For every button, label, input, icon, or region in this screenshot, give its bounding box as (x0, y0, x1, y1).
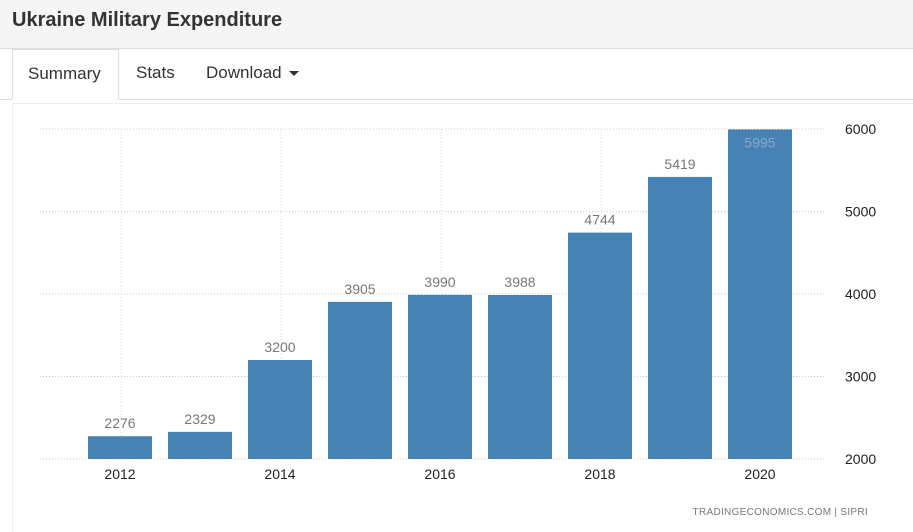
data-label: 3200 (264, 339, 295, 355)
data-label: 4744 (584, 212, 615, 228)
bar-2012 (88, 436, 152, 459)
download-label: Download (206, 63, 282, 82)
data-label: 3905 (344, 281, 375, 297)
y-tick-label: 4000 (845, 286, 876, 302)
y-tick-label: 3000 (845, 369, 876, 385)
bar-2013 (168, 431, 232, 459)
x-tick-label: 2016 (424, 466, 455, 482)
data-label: 5419 (664, 156, 695, 172)
data-label: 3990 (424, 274, 455, 290)
data-label: 2329 (184, 411, 215, 427)
bar-2019 (648, 176, 712, 459)
x-tick-label: 2014 (264, 466, 295, 482)
y-tick-label: 2000 (845, 451, 876, 467)
chart-panel (12, 103, 913, 532)
data-label: 3988 (504, 274, 535, 290)
bar-2018 (568, 232, 632, 459)
bar-2020 (728, 129, 792, 459)
y-tick-label: 5000 (845, 204, 876, 220)
y-tick-label: 6000 (845, 121, 876, 137)
caret-down-icon (288, 71, 299, 77)
tab-download[interactable]: Download (191, 49, 314, 99)
page-header: Ukraine Military Expenditure (0, 0, 913, 49)
source-credit: TRADINGECONOMICS.COM | SIPRI (693, 507, 868, 518)
data-label: 5995 (744, 134, 775, 150)
tab-stats[interactable]: Stats (136, 63, 175, 82)
tab-bar: Summary Stats Download (0, 49, 913, 100)
tab-summary[interactable]: Summary (12, 49, 119, 100)
bar-2014 (248, 360, 312, 459)
bar-2015 (328, 301, 392, 459)
x-tick-label: 2020 (744, 466, 775, 482)
x-tick-label: 2018 (584, 466, 615, 482)
data-label: 2276 (104, 415, 135, 431)
x-tick-label: 2012 (104, 466, 135, 482)
bar-2016 (408, 294, 472, 459)
page-title: Ukraine Military Expenditure (12, 9, 283, 31)
bar-2017 (488, 294, 552, 459)
